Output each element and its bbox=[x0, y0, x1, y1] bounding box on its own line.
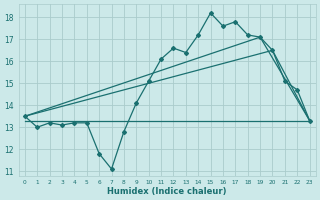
X-axis label: Humidex (Indice chaleur): Humidex (Indice chaleur) bbox=[108, 187, 227, 196]
